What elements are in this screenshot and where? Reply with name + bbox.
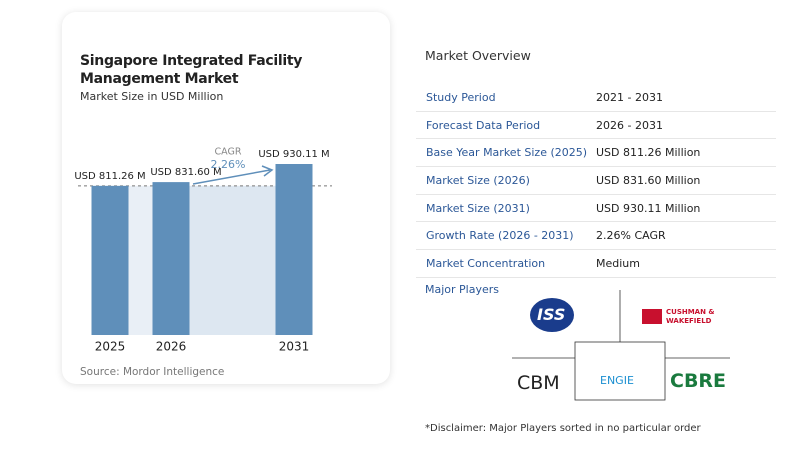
player-logo: CBRE bbox=[670, 370, 727, 392]
source: Source: Mordor Intelligence bbox=[80, 366, 225, 378]
bar bbox=[275, 164, 313, 335]
table-row: Base Year Market Size (2025) USD 811.26 M… bbox=[416, 139, 776, 168]
x-tick-label: 2025 bbox=[95, 340, 126, 354]
cagr-arrowhead bbox=[261, 165, 274, 177]
chart-title: Singapore Integrated Facility Management… bbox=[80, 53, 303, 87]
row-value: 2.26% CAGR bbox=[596, 229, 666, 243]
row-value: 2026 - 2031 bbox=[596, 118, 663, 132]
bar bbox=[91, 185, 129, 335]
row-value: USD 930.11 Million bbox=[596, 201, 701, 215]
x-tick-label: 2026 bbox=[156, 340, 187, 354]
row-label: Growth Rate (2026 - 2031) bbox=[426, 229, 574, 243]
row-value: 2021 - 2031 bbox=[596, 90, 663, 104]
cagr-arrow bbox=[192, 169, 271, 185]
row-label: Forecast Data Period bbox=[426, 118, 541, 132]
row-value: USD 831.60 Million bbox=[596, 173, 701, 187]
row-label: Base Year Market Size (2025) bbox=[426, 146, 588, 160]
player-logo: CBM bbox=[517, 372, 560, 394]
x-tick-label: 2031 bbox=[279, 340, 310, 354]
overview-table: Study Period 2021 - 2031 Forecast Data Per… bbox=[416, 84, 776, 278]
table-row: Market Size (2026) USD 831.60 Million bbox=[416, 167, 776, 195]
player-logo: ENGIE bbox=[600, 374, 634, 387]
section-heading: Market Overview bbox=[425, 48, 531, 63]
table-row: Market Size (2031) USD 930.11 Million bbox=[416, 195, 776, 223]
annotation: CAGR bbox=[215, 147, 242, 158]
row-value: USD 811.26 Million bbox=[596, 146, 701, 160]
disclaimer: *Disclaimer: Major Players sorted in no … bbox=[425, 423, 701, 434]
player-logo: ISS bbox=[537, 305, 566, 324]
value-label: USD 811.26 M bbox=[74, 171, 145, 182]
annotation: 2.26% bbox=[211, 158, 246, 171]
player-logo: CUSHMAN & WAKEFIELD bbox=[666, 308, 715, 325]
value-label: USD 930.11 M bbox=[258, 149, 329, 160]
chart-subtitle: Market Size in USD Million bbox=[80, 90, 224, 103]
table-row: Growth Rate (2026 - 2031) 2.26% CAGR bbox=[416, 222, 776, 251]
row-label: Study Period bbox=[426, 90, 496, 104]
value-label: USD 831.60 M bbox=[150, 167, 221, 178]
growth-band bbox=[189, 185, 276, 335]
row-label: Market Size (2026) bbox=[426, 173, 530, 187]
row-label: Market Concentration bbox=[426, 256, 546, 270]
bar bbox=[152, 182, 190, 335]
section-heading: Major Players bbox=[425, 283, 499, 296]
row-value: Medium bbox=[596, 256, 640, 270]
row-label: Market Size (2031) bbox=[426, 201, 530, 215]
table-row: Study Period 2021 - 2031 bbox=[416, 84, 776, 112]
table-row: Market Concentration Medium bbox=[416, 250, 776, 278]
table-row: Forecast Data Period 2026 - 2031 bbox=[416, 112, 776, 140]
